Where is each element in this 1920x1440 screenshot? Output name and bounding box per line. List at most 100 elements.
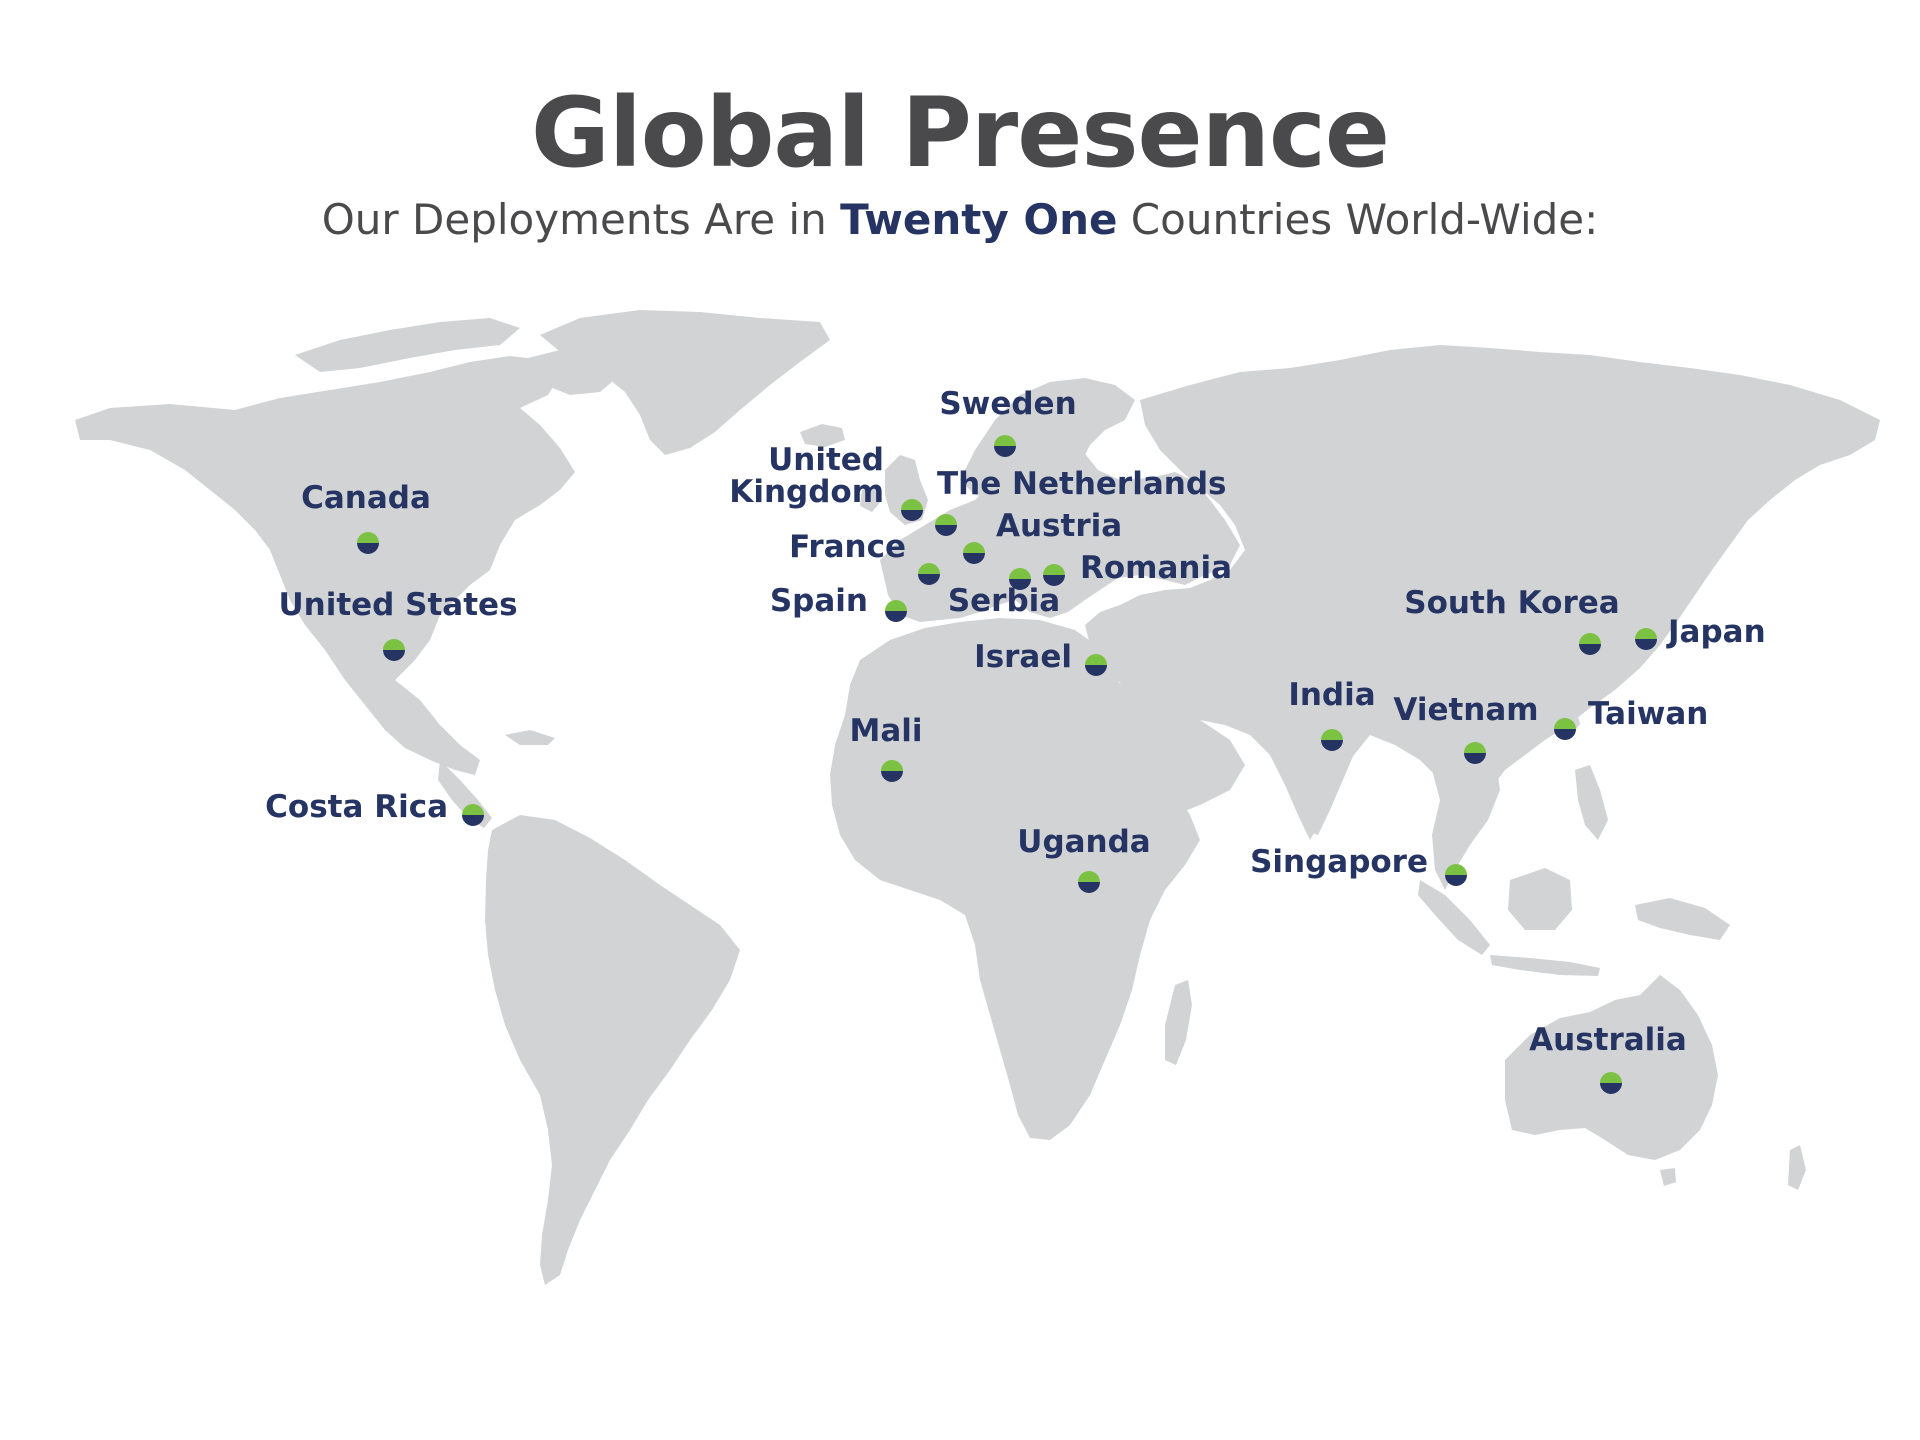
marker-dot-top [1554,718,1576,729]
marker-dot-top [1043,564,1065,575]
marker-dot-top [1445,864,1467,875]
location-label-costa-rica: Costa Rica [265,789,448,825]
marker-dot-bottom [1009,579,1031,590]
marker-dot-bottom [1085,665,1107,676]
location-label-spain: Spain [770,583,868,619]
location-label-australia: Australia [1529,1022,1687,1058]
europe-land [880,400,1240,622]
scandinavia-land [960,378,1135,498]
location-label-serbia: Serbia [948,583,1060,619]
marker-the-netherlands: The Netherlands [935,466,1226,536]
marker-dot-bottom [901,510,923,521]
marker-dot-bottom [1635,639,1657,650]
new-zealand-land [1788,1145,1806,1190]
marker-dot-bottom [462,815,484,826]
marker-vietnam: Vietnam [1393,692,1539,764]
marker-dot-top [881,760,903,771]
marker-dot-bottom [994,446,1016,457]
philippines-land [1575,765,1608,840]
marker-dot-top [1009,568,1031,579]
location-label-vietnam: Vietnam [1393,692,1538,728]
marker-dot-bottom [881,771,903,782]
india-land [1260,700,1360,835]
south-america-land [485,815,740,1285]
marker-dot-top [357,532,379,543]
borneo-land [1508,868,1572,930]
marker-dot-bottom [1321,740,1343,751]
location-label-romania: Romania [1080,550,1232,586]
location-label-south-korea: South Korea [1404,585,1619,621]
indochina-land [1430,735,1500,890]
location-label-singapore: Singapore [1250,844,1428,880]
marker-serbia: Serbia [948,568,1060,619]
marker-united-kingdom: United Kingdom [729,442,923,521]
location-label-france: France [789,529,906,565]
marker-japan: Japan [1635,614,1766,650]
marker-singapore: Singapore [1250,844,1467,886]
location-label-taiwan: Taiwan [1588,696,1708,732]
marker-dot-top [1579,633,1601,644]
arctic-islands-land [295,318,520,372]
marker-dot-top [1321,729,1343,740]
caribbean-land [505,730,555,745]
marker-dot-top [885,600,907,611]
location-label-austria: Austria [996,508,1122,544]
tasmania-land [1660,1168,1676,1186]
location-label-united-states: United States [278,587,517,623]
madagascar-land [1165,980,1192,1065]
marker-canada: Canada [301,480,431,554]
marker-south-korea: South Korea [1404,585,1620,655]
marker-spain: Spain [770,583,907,622]
marker-dot-bottom [1554,729,1576,740]
header: Global Presence Our Deployments Are in T… [0,78,1920,246]
marker-dot-top [1085,654,1107,665]
page-subtitle: Our Deployments Are in Twenty One Countr… [0,194,1920,246]
location-label-israel: Israel [974,639,1072,675]
marker-costa-rica: Costa Rica [265,789,484,826]
australia-land [1505,975,1718,1160]
marker-dot-top [1600,1072,1622,1083]
marker-france: France [789,529,940,585]
marker-taiwan: Taiwan [1554,696,1708,740]
ireland-land [860,484,882,512]
marker-dot-bottom [1579,644,1601,655]
landmass [75,310,1880,1285]
marker-dot-bottom [383,650,405,661]
africa-land [830,618,1200,1140]
location-label-united-kingdom: United Kingdom [729,442,884,510]
marker-dot-top [1635,628,1657,639]
greenland-land [540,310,830,455]
location-label-japan: Japan [1666,614,1766,650]
marker-mali: Mali [849,713,923,782]
marker-uganda: Uganda [1017,824,1151,893]
iceland-land [800,424,845,447]
marker-dot-top [935,514,957,525]
marker-dot-bottom [963,553,985,564]
location-label-uganda: Uganda [1017,824,1150,860]
marker-dot-top [963,542,985,553]
marker-dot-bottom [1078,882,1100,893]
subtitle-before: Our Deployments Are in [321,195,841,244]
marker-israel: Israel [974,639,1107,676]
marker-dot-top [994,435,1016,446]
marker-romania: Romania [1043,550,1232,586]
marker-dot-top [1464,742,1486,753]
marker-sweden: Sweden [939,386,1077,457]
north-america-land [75,356,575,775]
marker-united-states: United States [278,587,518,661]
marker-dot-bottom [935,525,957,536]
marker-australia: Australia [1529,1022,1687,1094]
location-markers: Sweden United Kingdom The Netherlands Austri… [265,386,1766,1094]
location-label-canada: Canada [301,480,431,516]
marker-dot-bottom [1445,875,1467,886]
marker-dot-bottom [1600,1083,1622,1094]
location-label-sweden: Sweden [939,386,1076,422]
java-land [1490,955,1600,976]
subtitle-after: Countries World-Wide: [1117,195,1599,244]
marker-dot-top [918,563,940,574]
location-label-mali: Mali [849,713,922,749]
marker-dot-bottom [357,543,379,554]
marker-dot-top [383,639,405,650]
page-title: Global Presence [531,77,1390,189]
